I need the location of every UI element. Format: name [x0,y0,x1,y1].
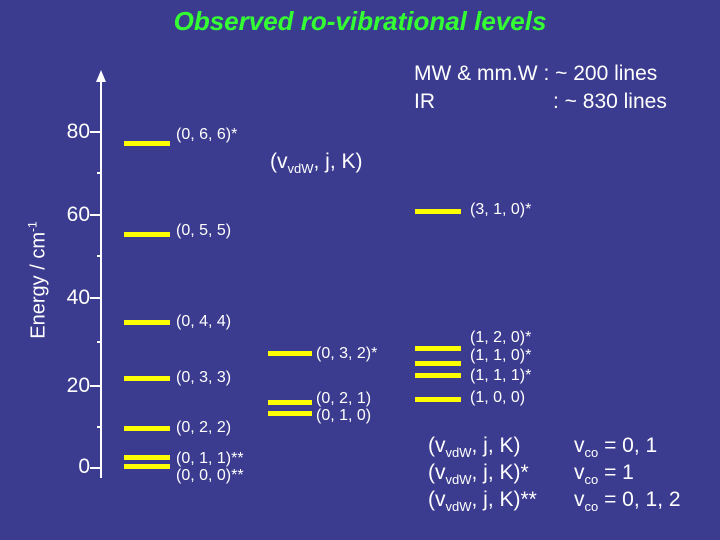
level-label-310: (3, 1, 0)* [470,201,532,218]
level-bar-021 [268,400,312,405]
ir-line-count: : ~ 830 lines [553,90,667,113]
level-bar-000 [124,464,170,469]
level-label-000: (0, 0, 0)** [176,467,244,484]
level-label-100: (1, 0, 0) [470,389,526,406]
level-bar-055 [124,232,170,237]
level-label-066: (0, 6, 6)* [176,126,238,143]
tick-label-0: 0 [78,455,90,478]
level-bar-033 [124,376,170,381]
level-bar-011 [124,455,170,460]
legend-vco-3: vco = 0, 1, 2 [574,488,681,515]
legend-vco-2: vco = 1 [574,461,634,488]
level-bar-120 [415,346,461,351]
y-axis-arrow [96,70,106,82]
tick-label-60: 60 [66,203,90,226]
level-label-021: (0, 2, 1) [316,390,372,407]
level-label-033: (0, 3, 3) [176,369,232,386]
level-label-032: (0, 3, 2)* [316,345,378,362]
level-bar-111 [415,373,461,378]
level-label-110: (1, 1, 0)* [470,347,532,364]
level-bar-010 [268,411,312,416]
legend-row-1: (vvdW, j, K) [428,434,521,461]
page-title: Observed ro-vibrational levels [173,6,547,36]
level-bar-022 [124,426,170,431]
legend-row-2: (vvdW, j, K)* [428,461,529,488]
legend-row-3: (vvdW, j, K)** [428,488,537,515]
level-bar-066 [124,141,170,146]
level-bar-110 [415,361,461,366]
level-label-044: (0, 4, 4) [176,313,232,330]
level-bar-044 [124,320,170,325]
level-bar-310 [415,209,461,214]
notation-label: (vvdW, j, K) [270,150,363,177]
legend-vco-1: vco = 0, 1 [574,434,658,461]
mw-line-count: MW & mm.W : ~ 200 lines [414,62,658,85]
ir-label: IR [414,90,435,113]
level-label-055: (0, 5, 5) [176,222,232,239]
tick-label-20: 20 [66,374,90,397]
level-label-120: (1, 2, 0)* [470,329,532,346]
level-bar-032 [268,351,312,356]
level-label-111: (1, 1, 1)* [470,367,532,384]
level-label-010: (0, 1, 0) [316,407,372,424]
level-label-022: (0, 2, 2) [176,419,232,436]
level-label-011: (0, 1, 1)** [176,450,244,467]
level-bar-100 [415,397,461,402]
tick-label-80: 80 [66,120,90,143]
tick-label-40: 40 [66,286,90,309]
